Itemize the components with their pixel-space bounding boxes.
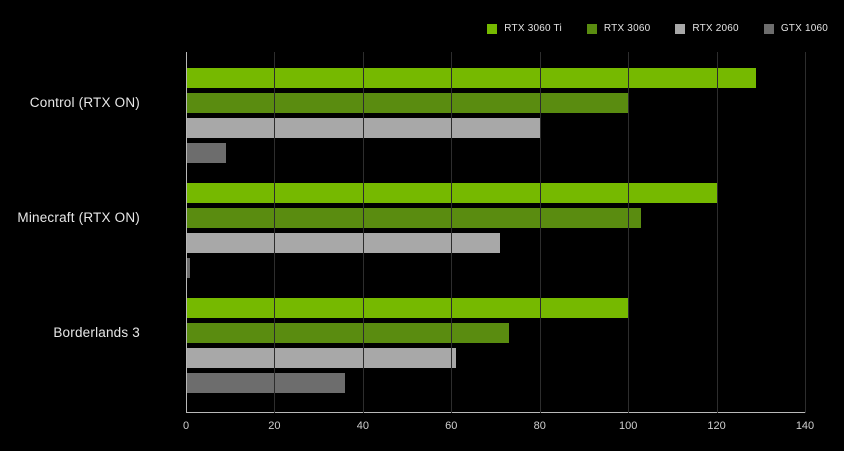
legend-label: GTX 1060	[780, 23, 828, 34]
bar-row	[186, 208, 805, 228]
bar-borderlands-3-rtx-3060-ti	[186, 298, 629, 318]
gridline-x-140	[805, 52, 806, 413]
legend-item-gtx-1060: GTX 1060	[763, 23, 828, 34]
x-tick-label-40: 40	[356, 420, 369, 432]
x-tick-label-80: 80	[533, 420, 546, 432]
bar-borderlands-3-rtx-3060	[186, 323, 509, 343]
bar-row	[186, 298, 805, 318]
bar-minecraft-rtx-on-rtx-3060	[186, 208, 642, 228]
bar-row	[186, 323, 805, 343]
bar-group-minecraft-rtx-on	[186, 183, 805, 278]
legend-color-chip	[487, 23, 498, 34]
x-axis-line	[186, 412, 805, 413]
gridline-x-60	[451, 52, 453, 413]
gridline-x-120	[716, 52, 718, 413]
bar-borderlands-3-rtx-2060	[186, 348, 456, 368]
x-tick-label-20: 20	[268, 420, 281, 432]
bar-row	[186, 68, 805, 88]
x-tick-label-0: 0	[182, 420, 190, 432]
bar-groups	[186, 68, 805, 413]
plot-area	[186, 52, 806, 413]
x-tick-label-140: 140	[795, 420, 815, 432]
legend-item-rtx-3060: RTX 3060	[586, 23, 651, 34]
bar-control-rtx-on-gtx-1060	[186, 143, 226, 163]
gridline-x-20	[274, 52, 276, 413]
bar-row	[186, 118, 805, 138]
x-tick-label-100: 100	[618, 420, 638, 432]
bar-minecraft-rtx-on-rtx-2060	[186, 233, 500, 253]
gridline-x-40	[362, 52, 364, 413]
gridline-x-100	[628, 52, 630, 413]
bar-row	[186, 233, 805, 253]
category-label-minecraft-rtx-on: Minecraft (RTX ON)	[17, 210, 140, 225]
x-tick-label-60: 60	[445, 420, 458, 432]
gridline-x-80	[539, 52, 541, 413]
category-label-borderlands-3: Borderlands 3	[53, 325, 140, 340]
bar-group-borderlands-3	[186, 298, 805, 393]
legend-color-chip	[586, 23, 597, 34]
bar-row	[186, 348, 805, 368]
bar-minecraft-rtx-on-gtx-1060	[186, 258, 191, 278]
bar-group-control-rtx-on	[186, 68, 805, 163]
x-tick-label-120: 120	[707, 420, 726, 432]
bar-row	[186, 183, 805, 203]
legend-item-rtx-2060: RTX 2060	[675, 23, 739, 34]
bar-row	[186, 93, 805, 113]
legend-label: RTX 2060	[692, 23, 739, 34]
bar-row	[186, 143, 805, 163]
legend-color-chip	[675, 23, 686, 34]
legend-label: RTX 3060	[603, 23, 651, 34]
legend-item-rtx-3060-ti: RTX 3060 Ti	[487, 23, 562, 34]
legend: RTX 3060 Ti RTX 3060 RTX 2060 GTX 1060	[487, 23, 828, 34]
bar-row	[186, 373, 805, 393]
y-axis-line	[186, 52, 187, 413]
bar-borderlands-3-gtx-1060	[186, 373, 346, 393]
bar-control-rtx-on-rtx-3060-ti	[186, 68, 757, 88]
bar-row	[186, 258, 805, 278]
category-label-control-rtx-on: Control (RTX ON)	[29, 95, 140, 110]
legend-label: RTX 3060 Ti	[504, 23, 562, 34]
legend-color-chip	[763, 23, 774, 34]
bar-control-rtx-on-rtx-3060	[186, 93, 629, 113]
